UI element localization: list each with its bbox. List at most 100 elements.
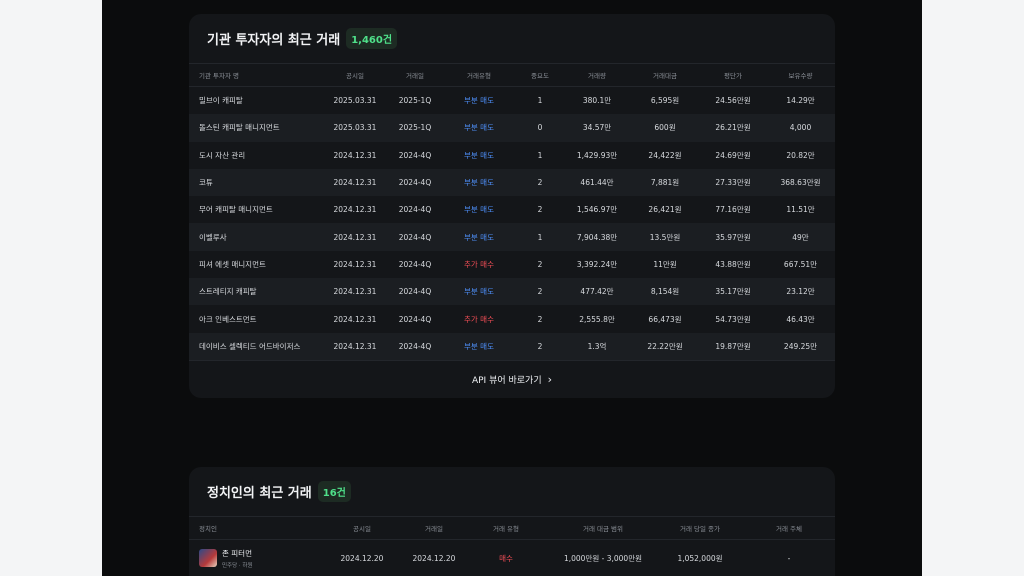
trade-quarter-cell: 2024-4Q — [398, 150, 432, 160]
trade-type-cell: 추가 매수 — [464, 314, 494, 324]
disclosure-date-cell: 2024.12.31 — [333, 287, 377, 297]
institution-name-cell: 무어 캐피탈 매니지먼트 — [199, 205, 273, 215]
importance-cell: 2 — [537, 259, 543, 269]
disclosure-date-cell: 2025.03.31 — [333, 96, 377, 106]
trade-volume-cell: 34.57만 — [582, 123, 612, 133]
trade-amount-cell: 26,421원 — [648, 205, 682, 215]
api-viewer-link[interactable]: API 뷰어 바로가기 › — [189, 359, 835, 398]
importance-cell: 1 — [537, 150, 543, 160]
institution-name-cell: 피셔 에셋 매니지먼트 — [199, 259, 266, 269]
institution-name-cell: 아크 인베스트먼트 — [199, 314, 257, 324]
disclosure-date-cell: 2024.12.31 — [333, 178, 377, 188]
disclosure-date-cell: 2024.12.31 — [333, 259, 377, 269]
trade-volume-cell: 7,904.38만 — [576, 232, 618, 242]
trade-quarter-cell: 2025-1Q — [398, 123, 432, 133]
column-header-trade-volume: 거래량 — [588, 72, 606, 80]
politician-trades-title: 정치인의 최근 거래 — [207, 486, 312, 501]
importance-cell: 1 — [537, 232, 543, 242]
card-header: 정치인의 최근 거래 16건 — [189, 467, 835, 517]
holdings-cell: 46.43만 — [786, 314, 815, 324]
trade-amount-cell: 13.5만원 — [649, 232, 681, 242]
column-header-trade-owner: 거래 주체 — [776, 525, 802, 533]
trade-type-cell: 부분 매도 — [464, 232, 494, 242]
card-header: 기관 투자자의 최근 거래 1,460건 — [189, 14, 835, 64]
count-badge: 16건 — [317, 481, 351, 502]
column-header-trade-quarter: 거래일 — [406, 72, 424, 80]
holdings-cell: 11.51만 — [786, 205, 815, 215]
average-price-cell: 24.56만원 — [715, 96, 751, 106]
trade-type-cell: 매수 — [499, 553, 513, 563]
table-row[interactable]: 코튜 2024.12.31 2024-4Q 부분 매도 2 461.44만 7,881원 27… — [189, 168, 835, 197]
column-header-trade-type: 거래 유형 — [493, 525, 519, 533]
table-row[interactable]: 스트레티지 캐피탈 2024.12.31 2024-4Q 부분 매도 2 477.42만 8… — [189, 278, 835, 306]
table-row[interactable]: 피셔 에셋 매니지먼트 2024.12.31 2024-4Q 추가 매수 2 3,392.… — [189, 251, 835, 278]
table-row[interactable]: 이벨루사 2024.12.31 2024-4Q 부분 매도 1 7,904.38만 13.5… — [189, 223, 835, 251]
table-row[interactable]: 존 피터먼 민주당 · 하원 2024.12.20 2024.12.20 매수 1,000… — [189, 540, 835, 576]
trade-quarter-cell: 2024-4Q — [398, 178, 432, 188]
disclosure-date-cell: 2025.03.31 — [333, 123, 377, 133]
column-header-holdings: 보유수량 — [788, 72, 813, 80]
trade-amount-cell: 6,595원 — [650, 96, 680, 106]
table-row[interactable]: 돌스틴 캐피탈 매니지먼트 2025.03.31 2025-1Q 부분 매도 0 34.5… — [189, 114, 835, 142]
average-price-cell: 43.88만원 — [715, 259, 751, 269]
institution-name-cell: 돌스틴 캐피탈 매니지먼트 — [199, 123, 280, 133]
importance-cell: 2 — [537, 205, 543, 215]
trade-amount-cell: 22.22만원 — [647, 341, 683, 351]
holdings-cell: 14.29만 — [786, 96, 815, 106]
amount-range-cell: 1,000만원 - 3,000만원 — [563, 553, 643, 563]
trade-quarter-cell: 2024-4Q — [398, 232, 432, 242]
trade-type-cell: 부분 매도 — [464, 123, 494, 133]
trade-quarter-cell: 2024-4Q — [398, 314, 432, 324]
api-viewer-link-label: API 뷰어 바로가기 — [471, 375, 542, 386]
disclosure-date-cell: 2024.12.31 — [333, 341, 377, 351]
average-price-cell: 27.33만원 — [715, 178, 751, 188]
column-header-importance: 중요도 — [531, 72, 549, 80]
institutional-trades-title: 기관 투자자의 최근 거래 — [207, 33, 341, 48]
table-header: 기관 투자자 명 공시일 거래일 거래유형 중요도 거래량 거래대금 평단가 보유수량 — [189, 64, 835, 87]
chevron-right-icon: › — [547, 372, 553, 386]
trade-quarter-cell: 2025-1Q — [398, 96, 432, 106]
trade-volume-cell: 1,546.97만 — [576, 205, 618, 215]
table-row[interactable]: 데이비스 셀렉티드 어드바이저스 2024.12.31 2024-4Q 부분 매도 2 1… — [189, 332, 835, 360]
politician-name: 존 피터먼 — [222, 548, 252, 558]
column-header-trade-type: 거래유형 — [467, 72, 491, 80]
importance-cell: 2 — [537, 341, 543, 351]
importance-cell: 2 — [537, 287, 543, 297]
table-row[interactable]: 도시 자산 관리 2024.12.31 2024-4Q 부분 매도 1 1,429.93만… — [189, 142, 835, 169]
politician-trades-card: 정치인의 최근 거래 16건 정치인 공시일 거래일 거래 유형 거래 대금 범위 거래 … — [189, 467, 835, 576]
column-header-politician: 정치인 — [199, 525, 217, 533]
trade-type-cell: 부분 매도 — [464, 205, 494, 215]
trade-amount-cell: 8,154원 — [650, 287, 680, 297]
table-row[interactable]: 무어 캐피탈 매니지먼트 2024.12.31 2024-4Q 부분 매도 2 1,546… — [189, 196, 835, 223]
column-header-trade-date: 거래일 — [425, 525, 443, 533]
trade-type-cell: 부분 매도 — [464, 341, 494, 351]
holdings-cell: 368.63만원 — [780, 178, 821, 188]
count-badge: 1,460건 — [346, 28, 398, 49]
average-price-cell: 77.16만원 — [715, 205, 751, 215]
column-header-disclosure-date: 공시일 — [346, 72, 364, 80]
holdings-cell: 23.12만 — [786, 287, 815, 297]
trade-quarter-cell: 2024-4Q — [398, 341, 432, 351]
politician-table: 정치인 공시일 거래일 거래 유형 거래 대금 범위 거래 당일 종가 거래 주체 존 피터먼… — [189, 517, 835, 576]
trade-quarter-cell: 2024-4Q — [398, 259, 432, 269]
column-header-average-price: 평단가 — [724, 72, 742, 80]
holdings-cell: 249.25만 — [783, 341, 818, 351]
column-header-trade-amount: 거래대금 — [653, 72, 677, 80]
importance-cell: 1 — [537, 96, 543, 106]
table-row[interactable]: 밀브이 캐피탈 2025.03.31 2025-1Q 부분 매도 1 380.1만 6,59… — [189, 87, 835, 114]
trade-amount-cell: 600원 — [654, 123, 676, 133]
average-price-cell: 19.87만원 — [715, 341, 751, 351]
table-row[interactable]: 아크 인베스트먼트 2024.12.31 2024-4Q 추가 매수 2 2,555.8만… — [189, 305, 835, 332]
holdings-cell: 20.82만 — [786, 150, 815, 160]
average-price-cell: 24.69만원 — [715, 150, 751, 160]
politician-party: 민주당 · 하원 — [222, 562, 253, 569]
trade-volume-cell: 1,429.93만 — [576, 150, 618, 160]
trade-volume-cell: 461.44만 — [580, 178, 614, 188]
importance-cell: 0 — [537, 123, 543, 133]
institution-name-cell: 데이비스 셀렉티드 어드바이저스 — [199, 341, 301, 351]
trade-date-cell: 2024.12.20 — [412, 553, 456, 563]
trade-type-cell: 부분 매도 — [464, 178, 494, 188]
trade-quarter-cell: 2024-4Q — [398, 205, 432, 215]
trade-type-cell: 추가 매수 — [464, 259, 494, 269]
